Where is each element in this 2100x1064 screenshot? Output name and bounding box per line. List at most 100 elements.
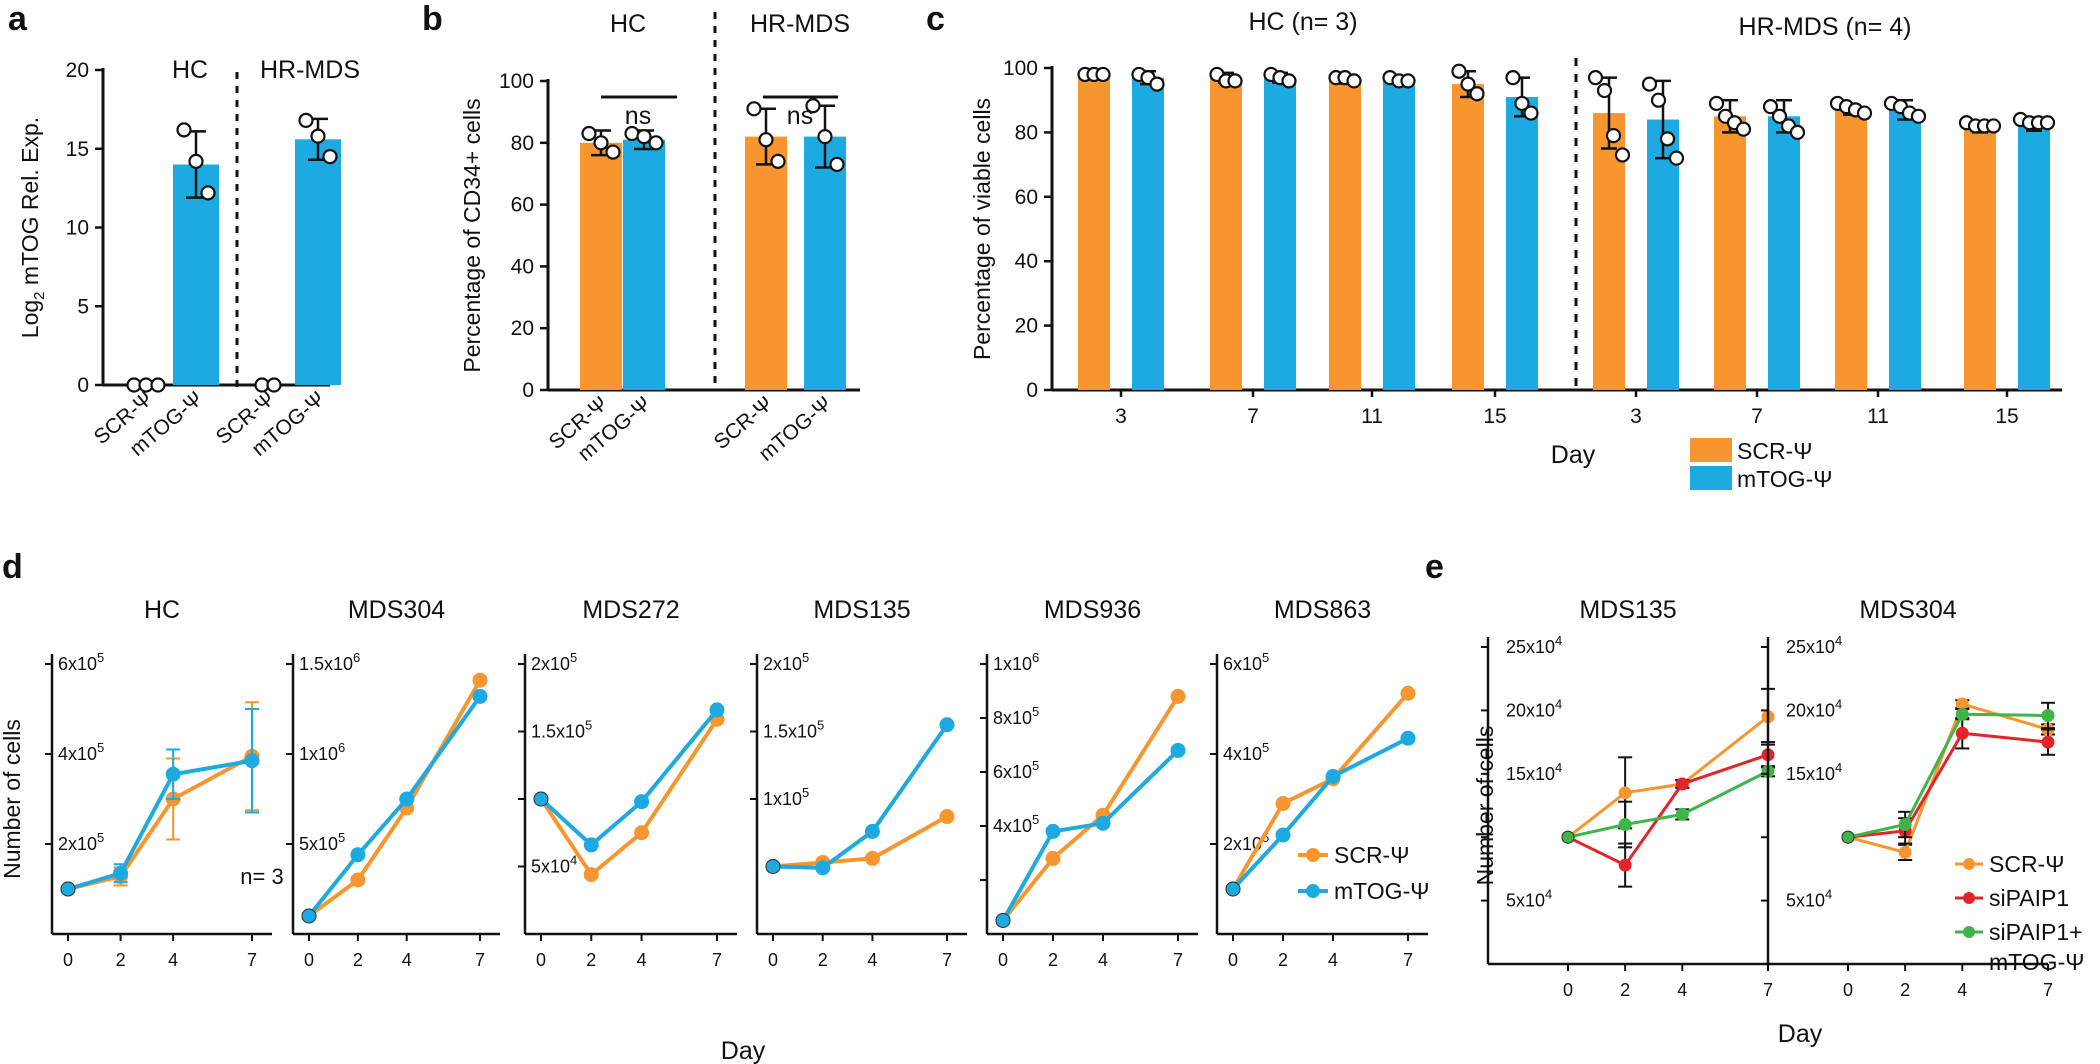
chart-c-x-tick-label: 15 xyxy=(1995,405,2018,428)
g-d-y-axis-label: Number of cells xyxy=(0,719,25,879)
legend-e-marker-combo xyxy=(1963,926,1975,938)
g-a-y-tick-label: 10 xyxy=(66,217,89,240)
subplot-y-tick-label: 4x105 xyxy=(1223,740,1269,764)
subplot-data-point xyxy=(995,913,1011,928)
chart-c-point xyxy=(1400,73,1416,89)
panel-label-d: d xyxy=(2,548,23,586)
panel-a-group-hc: HC xyxy=(172,56,208,84)
subplot-data-point xyxy=(113,865,129,881)
subplot-data-point xyxy=(583,837,599,853)
chart-c-point xyxy=(1149,76,1165,92)
subplot-y-tick-label: 2x105 xyxy=(58,830,104,854)
subplot-data-point xyxy=(1095,815,1111,831)
panel-label-a: a xyxy=(8,0,28,38)
subplot-x-tick-label: 2 xyxy=(1048,950,1058,970)
chart-c-point xyxy=(1587,70,1604,86)
chart-c-x-tick-label: 7 xyxy=(1751,405,1763,428)
subplot-y-tick-label: 1x106 xyxy=(299,740,345,764)
chart-c-bar xyxy=(1964,129,1996,390)
g-a-point xyxy=(266,377,282,393)
chart-c-point xyxy=(1281,73,1297,89)
subplot-x-tick-label: 7 xyxy=(2043,980,2053,1000)
subplot-series-line xyxy=(1231,691,1410,891)
subplot-x-tick-label: 7 xyxy=(1173,950,1183,970)
legend-c-label-scr: SCR-Ψ xyxy=(1737,438,1812,464)
g-d-subplot-mds304: MDS304 5x105 1x106 1.5x106 0 2 4 7 xyxy=(286,596,500,970)
subplot-data-point xyxy=(533,791,549,807)
subplot-data-point xyxy=(1841,830,1855,844)
legend-c-swatch-scr xyxy=(1690,438,1732,462)
subplot-data-point xyxy=(1898,818,1912,832)
subplot-data-point xyxy=(1275,827,1291,843)
g-e-y-axis-label: Number of cells xyxy=(1472,726,1498,886)
subplot-data-point xyxy=(1045,823,1061,839)
chart-c-point xyxy=(1523,105,1539,121)
g-e-subplot-mds135: MDS135 5x104 15x104 20x104 25x104 0 2 4 7 xyxy=(1481,596,1775,1000)
chart-c-point xyxy=(1708,95,1725,112)
legend-d-label-mtog: mTOG-Ψ xyxy=(1334,878,1429,904)
g-a-point xyxy=(310,128,326,144)
subplot-y-tick-label: 8x105 xyxy=(993,704,1039,728)
subplot-data-point xyxy=(350,847,366,863)
subplot-series-line xyxy=(1567,769,1769,839)
chart-c-point xyxy=(1771,108,1788,124)
subplot-data-point xyxy=(864,823,880,839)
chart-c-y-tick-label: 20 xyxy=(1015,315,1038,338)
subplot-data-point xyxy=(2041,708,2055,722)
chart-c-point xyxy=(1460,76,1476,92)
subplot-series-line xyxy=(1231,736,1409,891)
chart-c-point xyxy=(1735,121,1752,137)
g-a-y-tick-label: 15 xyxy=(66,138,89,161)
chart-e: MDS135 5x104 15x104 20x104 25x104 0 2 4 7 MDS304 5… xyxy=(1472,596,2055,1000)
subplot-x-tick-label: 0 xyxy=(304,950,314,970)
subplot-series-line xyxy=(1001,695,1180,922)
subplot-y-tick-label: 5x104 xyxy=(1786,887,1832,911)
g-d-subplot-mds135: MDS135 1x105 1.5x105 2x105 0 2 4 7 xyxy=(750,596,967,970)
panel-c-group-hc: HC (n= 3) xyxy=(1248,8,1357,36)
subplot-x-tick-label: 4 xyxy=(867,950,877,970)
chart-c-bar xyxy=(1329,80,1361,390)
legend-e-marker-sipaip1 xyxy=(1963,892,1975,904)
subplot-x-tick-label: 0 xyxy=(1563,980,1573,1000)
subplot-data-point xyxy=(1170,688,1186,704)
g-a-point xyxy=(150,377,166,393)
subplot-data-point xyxy=(1618,858,1632,872)
g-b-y-tick-label: 60 xyxy=(511,194,534,217)
subplot-data-point xyxy=(1225,881,1241,897)
panel-d-xlabel: Day xyxy=(721,1037,766,1064)
subplot-data-point xyxy=(939,717,955,733)
chart-c-point xyxy=(1614,147,1631,163)
subplot-data-point xyxy=(1955,726,1969,740)
legend-e-label-combo-2: mTOG-Ψ xyxy=(1989,949,2084,975)
subplot-data-point xyxy=(1955,707,1969,721)
g-b-point xyxy=(817,129,833,145)
subplot-x-tick-label: 2 xyxy=(818,950,828,970)
legend-c-swatch-mtog xyxy=(1690,466,1732,490)
panel-b-sig-hc: ns xyxy=(625,102,651,130)
g-b-point xyxy=(770,153,786,169)
chart-c-y-tick-label: 100 xyxy=(1003,57,1038,80)
subplot-y-tick-label: 5x104 xyxy=(1506,887,1552,911)
subplot-title: MDS272 xyxy=(582,596,679,624)
subplot-x-tick-label: 0 xyxy=(998,950,1008,970)
subplot-x-tick-label: 0 xyxy=(1228,950,1238,970)
subplot-data-point xyxy=(350,872,366,888)
subplot-y-tick-label: 1.5x106 xyxy=(299,650,360,674)
subplot-x-tick-label: 4 xyxy=(168,950,178,970)
subplot-x-tick-label: 2 xyxy=(1620,980,1630,1000)
chart-c-point xyxy=(1227,73,1243,89)
subplot-x-tick-label: 4 xyxy=(1098,950,1108,970)
subplot-title: MDS936 xyxy=(1044,596,1141,624)
g-b-point xyxy=(593,135,609,151)
subplot-y-tick-label: 1.5x105 xyxy=(531,718,592,742)
g-b-point xyxy=(605,144,621,160)
g-a-y-axis-label: Log2 mTOG Rel. Exp. xyxy=(17,117,48,338)
chart-c-x-tick-label: 7 xyxy=(1247,405,1259,428)
subplot-data-point xyxy=(244,753,260,769)
g-a-y-tick-label: 20 xyxy=(66,59,89,82)
subplot-data-point xyxy=(1675,777,1689,791)
subplot-data-point xyxy=(864,850,880,866)
subplot-data-point xyxy=(1561,830,1575,844)
